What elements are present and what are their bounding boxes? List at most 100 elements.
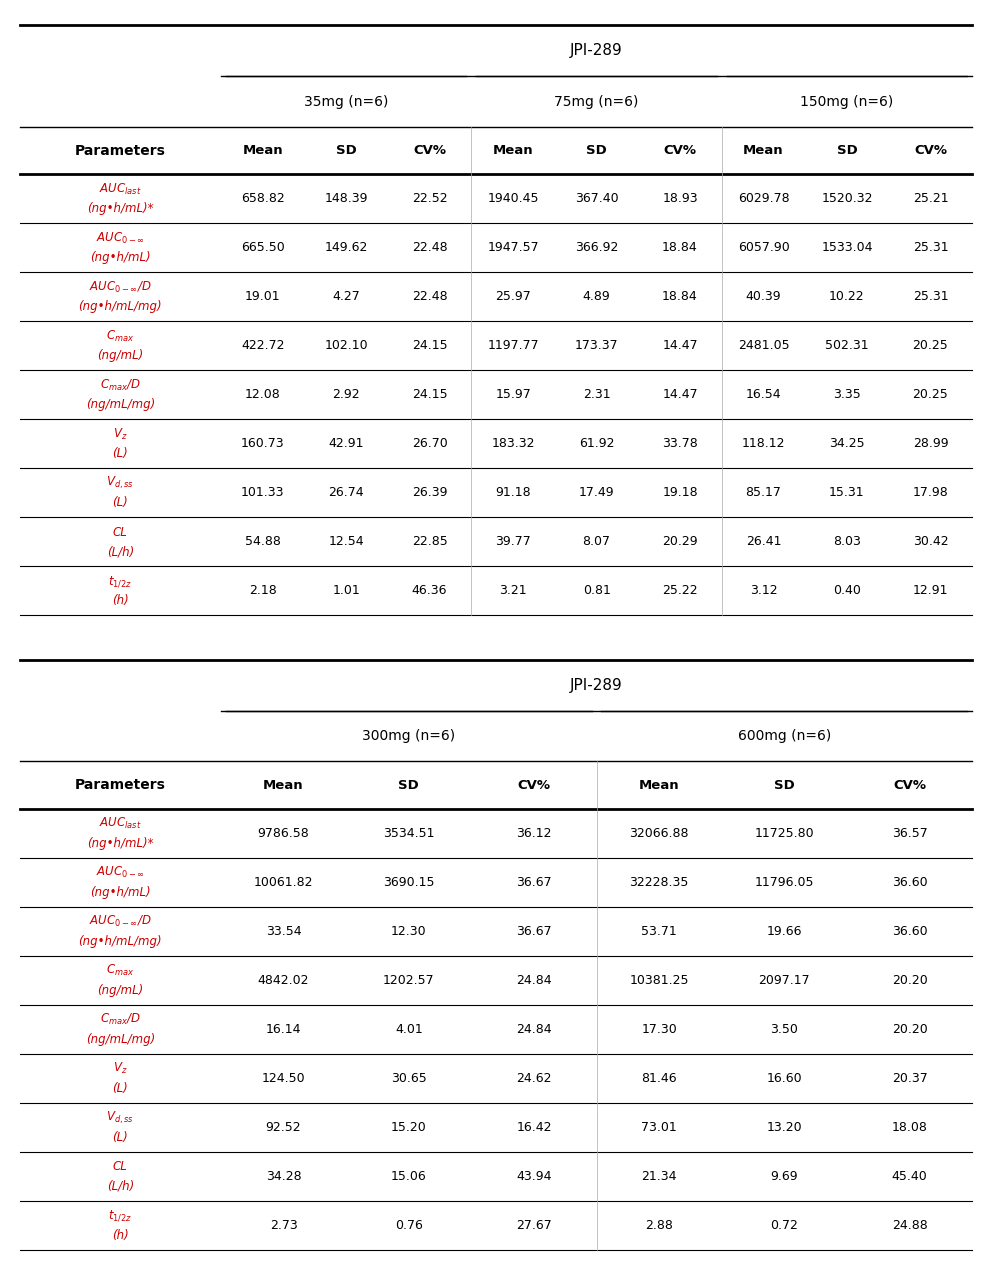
Text: 18.84: 18.84 — [662, 241, 698, 255]
Text: 19.18: 19.18 — [662, 486, 698, 500]
Text: Parameters: Parameters — [75, 143, 166, 157]
Text: 36.67: 36.67 — [517, 876, 552, 890]
Text: Parameters: Parameters — [75, 778, 166, 792]
Text: 17.98: 17.98 — [912, 486, 949, 500]
Text: 124.50: 124.50 — [262, 1072, 305, 1085]
Text: 20.29: 20.29 — [662, 536, 698, 548]
Text: 12.30: 12.30 — [391, 925, 426, 938]
Text: (L/h): (L/h) — [107, 1180, 134, 1193]
Text: 11796.05: 11796.05 — [754, 876, 814, 890]
Text: 33.54: 33.54 — [266, 925, 301, 938]
Text: (L): (L) — [112, 447, 129, 461]
Text: 45.40: 45.40 — [892, 1170, 927, 1183]
Text: 24.15: 24.15 — [411, 388, 448, 401]
Text: 17.30: 17.30 — [641, 1023, 677, 1036]
Text: 54.88: 54.88 — [245, 536, 281, 548]
Text: 3.21: 3.21 — [499, 585, 527, 598]
Text: 36.60: 36.60 — [892, 876, 927, 890]
Text: 1197.77: 1197.77 — [487, 340, 539, 353]
Text: 40.39: 40.39 — [745, 291, 782, 303]
Text: AUC$_{0-∞}$: AUC$_{0-∞}$ — [96, 865, 144, 881]
Text: AUC$_{last}$: AUC$_{last}$ — [99, 816, 141, 831]
Text: AUC$_{last}$: AUC$_{last}$ — [99, 181, 141, 197]
Text: 4.89: 4.89 — [582, 291, 611, 303]
Text: 34.25: 34.25 — [829, 438, 865, 450]
Text: 6057.90: 6057.90 — [737, 241, 790, 255]
Text: (ng/mL/mg): (ng/mL/mg) — [85, 1033, 155, 1046]
Text: 35mg (n=6): 35mg (n=6) — [304, 94, 388, 109]
Text: CV%: CV% — [664, 145, 696, 157]
Text: 25.31: 25.31 — [912, 241, 949, 255]
Text: 173.37: 173.37 — [574, 340, 619, 353]
Text: JPI-289: JPI-289 — [571, 678, 623, 693]
Text: 366.92: 366.92 — [574, 241, 619, 255]
Text: 367.40: 367.40 — [574, 193, 619, 206]
Text: 101.33: 101.33 — [241, 486, 285, 500]
Text: 183.32: 183.32 — [491, 438, 535, 450]
Text: 19.01: 19.01 — [245, 291, 281, 303]
Text: 46.36: 46.36 — [411, 585, 448, 598]
Text: 8.03: 8.03 — [833, 536, 861, 548]
Text: 2.73: 2.73 — [270, 1220, 298, 1232]
Text: 36.57: 36.57 — [892, 827, 927, 840]
Text: CV%: CV% — [914, 145, 947, 157]
Text: 26.39: 26.39 — [411, 486, 448, 500]
Text: 8.07: 8.07 — [582, 536, 611, 548]
Text: 1947.57: 1947.57 — [487, 241, 539, 255]
Text: 422.72: 422.72 — [241, 340, 285, 353]
Text: SD: SD — [586, 145, 607, 157]
Text: 2.18: 2.18 — [248, 585, 277, 598]
Text: 15.31: 15.31 — [829, 486, 865, 500]
Text: 91.18: 91.18 — [495, 486, 531, 500]
Text: 28.99: 28.99 — [912, 438, 949, 450]
Text: V$_{d,ss}$: V$_{d,ss}$ — [106, 1109, 135, 1126]
Text: 16.54: 16.54 — [745, 388, 782, 401]
Text: (L/h): (L/h) — [107, 546, 134, 558]
Text: (ng/mL): (ng/mL) — [97, 983, 143, 996]
Text: (ng/mL/mg): (ng/mL/mg) — [85, 398, 155, 411]
Text: 4.01: 4.01 — [395, 1023, 422, 1036]
Text: 150mg (n=6): 150mg (n=6) — [800, 94, 894, 109]
Text: V$_{z}$: V$_{z}$ — [113, 1061, 128, 1076]
Text: 11725.80: 11725.80 — [754, 827, 814, 840]
Text: 2481.05: 2481.05 — [737, 340, 790, 353]
Text: t$_{1/2z}$: t$_{1/2z}$ — [108, 574, 133, 589]
Text: SD: SD — [774, 779, 794, 792]
Text: 32228.35: 32228.35 — [629, 876, 688, 890]
Text: 73.01: 73.01 — [641, 1121, 677, 1134]
Text: (ng•h/mL/mg): (ng•h/mL/mg) — [79, 935, 162, 948]
Text: 39.77: 39.77 — [495, 536, 531, 548]
Text: 149.62: 149.62 — [324, 241, 368, 255]
Text: 85.17: 85.17 — [745, 486, 782, 500]
Text: 118.12: 118.12 — [741, 438, 786, 450]
Text: 9786.58: 9786.58 — [257, 827, 309, 840]
Text: 2097.17: 2097.17 — [758, 975, 810, 987]
Text: 1520.32: 1520.32 — [821, 193, 873, 206]
Text: AUC$_{0-∞}$: AUC$_{0-∞}$ — [96, 231, 144, 246]
Text: 20.37: 20.37 — [892, 1072, 927, 1085]
Text: V$_{z}$: V$_{z}$ — [113, 426, 128, 442]
Text: (L): (L) — [112, 1081, 129, 1095]
Text: 21.34: 21.34 — [641, 1170, 677, 1183]
Text: SD: SD — [837, 145, 857, 157]
Text: 24.84: 24.84 — [517, 1023, 552, 1036]
Text: 10381.25: 10381.25 — [629, 975, 689, 987]
Text: 0.76: 0.76 — [395, 1220, 422, 1232]
Text: 4842.02: 4842.02 — [258, 975, 309, 987]
Text: 30.42: 30.42 — [912, 536, 949, 548]
Text: 15.20: 15.20 — [391, 1121, 426, 1134]
Text: JPI-289: JPI-289 — [571, 43, 623, 58]
Text: 17.49: 17.49 — [578, 486, 615, 500]
Text: 42.91: 42.91 — [328, 438, 364, 450]
Text: 81.46: 81.46 — [641, 1072, 677, 1085]
Text: Mean: Mean — [743, 145, 784, 157]
Text: 6029.78: 6029.78 — [737, 193, 790, 206]
Text: 53.71: 53.71 — [641, 925, 677, 938]
Text: Mean: Mean — [639, 779, 680, 792]
Text: 43.94: 43.94 — [517, 1170, 552, 1183]
Text: 20.20: 20.20 — [892, 975, 927, 987]
Text: 27.67: 27.67 — [517, 1220, 552, 1232]
Text: 3534.51: 3534.51 — [383, 827, 434, 840]
Text: 2.88: 2.88 — [645, 1220, 673, 1232]
Text: C$_{max}$: C$_{max}$ — [106, 329, 135, 344]
